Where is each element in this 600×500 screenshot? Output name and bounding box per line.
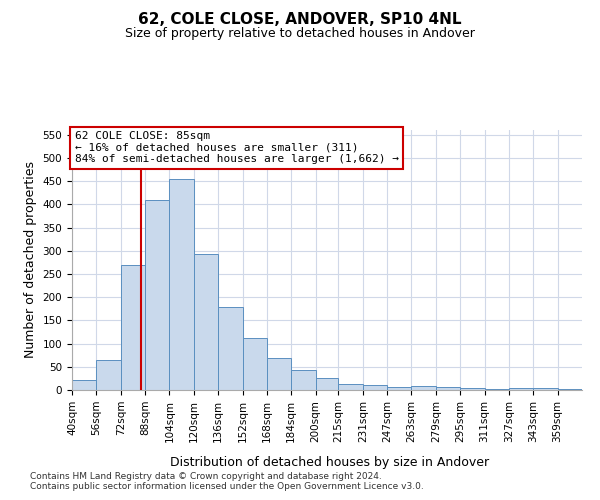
Text: Contains public sector information licensed under the Open Government Licence v3: Contains public sector information licen… — [30, 482, 424, 491]
Text: 62 COLE CLOSE: 85sqm
← 16% of detached houses are smaller (311)
84% of semi-deta: 62 COLE CLOSE: 85sqm ← 16% of detached h… — [74, 132, 398, 164]
Bar — [121, 264, 145, 390]
Text: Contains HM Land Registry data © Crown copyright and database right 2024.: Contains HM Land Registry data © Crown c… — [30, 472, 382, 481]
Bar — [97, 360, 121, 390]
Bar — [509, 388, 533, 390]
Bar — [533, 388, 557, 390]
Bar — [169, 179, 194, 390]
Bar — [218, 308, 242, 390]
Bar — [338, 384, 363, 390]
Bar — [387, 387, 412, 390]
Bar — [363, 385, 387, 390]
Bar — [485, 388, 509, 390]
Bar — [436, 387, 460, 390]
Bar — [194, 254, 218, 390]
Text: Distribution of detached houses by size in Andover: Distribution of detached houses by size … — [170, 456, 490, 469]
Bar — [316, 378, 338, 390]
Text: 62, COLE CLOSE, ANDOVER, SP10 4NL: 62, COLE CLOSE, ANDOVER, SP10 4NL — [138, 12, 462, 28]
Bar — [412, 386, 436, 390]
Y-axis label: Number of detached properties: Number of detached properties — [24, 162, 37, 358]
Bar — [460, 388, 485, 390]
Bar — [291, 370, 316, 390]
Bar — [267, 358, 291, 390]
Bar — [72, 380, 97, 390]
Bar — [242, 338, 267, 390]
Bar — [557, 388, 582, 390]
Bar — [145, 200, 169, 390]
Text: Size of property relative to detached houses in Andover: Size of property relative to detached ho… — [125, 28, 475, 40]
